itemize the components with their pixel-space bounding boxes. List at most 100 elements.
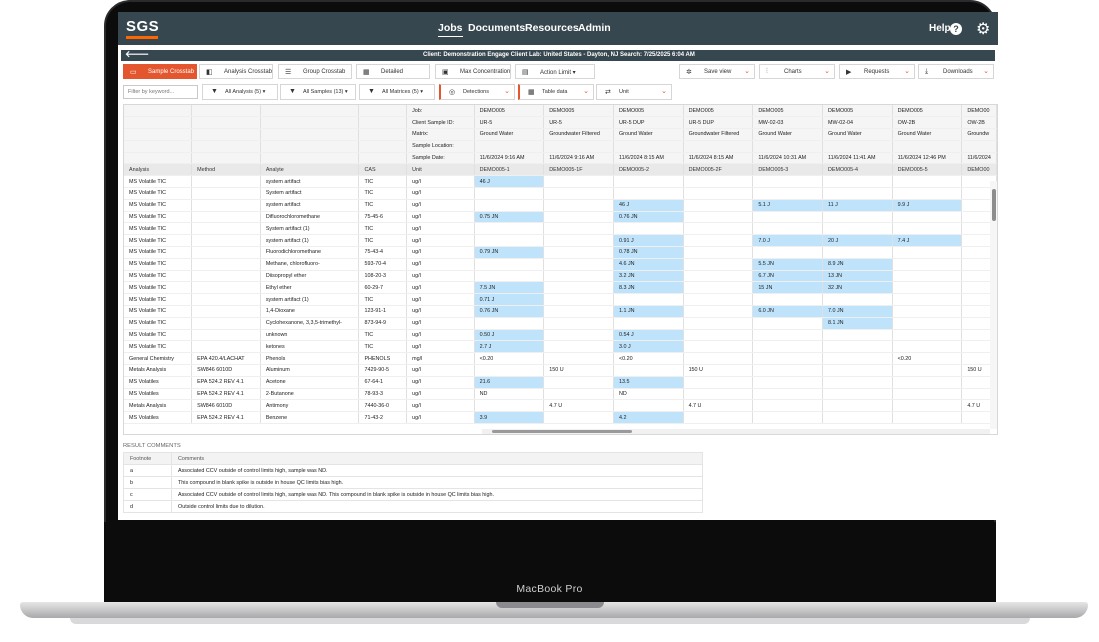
row-label-cell: System artifact (1): [260, 222, 360, 236]
empty-cell: [260, 128, 360, 141]
row-label-cell: ug/l: [406, 175, 475, 189]
result-cell: [892, 246, 963, 259]
tab-sample-crosstab[interactable]: ▭ Sample Crosstab: [123, 64, 197, 79]
result-cell: 0.54 J: [613, 329, 684, 342]
result-cell: [613, 364, 684, 377]
detections-select[interactable]: ◎ Detections ⌄: [439, 84, 515, 100]
tab-detailed[interactable]: ▦ Detailed: [356, 64, 430, 79]
sample-name-header[interactable]: DEMO005-1F: [543, 163, 614, 177]
sample-name-header[interactable]: DEMO005-2F: [683, 163, 754, 177]
sample-header-cell: [474, 140, 545, 153]
sample-header-cell: 11/6/2024: [961, 152, 997, 165]
logo-underline: [126, 36, 158, 39]
sample-name-header[interactable]: DEMO005-1: [474, 163, 545, 177]
unit-select[interactable]: ⇄ Unit ⌄: [596, 84, 672, 100]
header-label: Matrix:: [406, 128, 475, 141]
column-header[interactable]: CAS: [358, 163, 408, 177]
result-cell: [543, 388, 614, 401]
result-cell: [543, 270, 614, 283]
vertical-scrollbar[interactable]: [990, 181, 997, 429]
downloads-button[interactable]: ⤓ Downloads ⌄: [918, 64, 994, 79]
sample-header-cell: DEMO005: [683, 105, 754, 118]
result-cell: [683, 234, 754, 248]
result-cell: [822, 352, 893, 366]
chevron-down-icon: ⌄: [904, 68, 910, 75]
nav-jobs[interactable]: Jobs: [438, 22, 463, 37]
result-cell: [683, 329, 754, 342]
sample-header-cell: [961, 140, 997, 153]
sample-header-cell: [892, 140, 963, 153]
horizontal-scrollbar[interactable]: [482, 429, 990, 434]
chevron-down-icon: ⌄: [744, 68, 750, 75]
column-header[interactable]: Method: [191, 163, 261, 177]
row-label-cell: ketones: [260, 340, 360, 354]
laptop-notch: [496, 602, 604, 608]
row-label-cell: [191, 222, 261, 236]
sample-header-cell: 11/6/2024 10:31 AM: [752, 152, 823, 165]
back-arrow-icon[interactable]: 🡐: [125, 49, 150, 59]
result-cell: 4.7 U: [683, 399, 754, 413]
result-cell: [683, 317, 754, 330]
sample-header-cell: Ground Water: [474, 128, 545, 141]
sample-header-cell: DEMO005: [613, 105, 684, 118]
requests-button[interactable]: ▶ Requests ⌄: [839, 64, 915, 79]
result-cell: 13.5: [613, 376, 684, 389]
keyword-filter-input[interactable]: Filter by keyword...: [123, 85, 198, 99]
table-data-select[interactable]: ▦ Table data ⌄: [518, 84, 594, 100]
scroll-thumb[interactable]: [992, 189, 996, 221]
result-cell: [543, 187, 614, 200]
header-label: Sample Date:: [406, 152, 475, 165]
result-cell: [683, 246, 754, 259]
result-cell: [822, 175, 893, 189]
tab-max-concentration[interactable]: ▣ Max Concentration: [435, 64, 511, 79]
analysis-select[interactable]: ▼ All Analysis (5) ▾: [202, 84, 278, 100]
result-cell: 3.0 J: [613, 340, 684, 354]
save-view-button[interactable]: ✲ Save view ⌄: [679, 64, 755, 79]
result-cell: [683, 352, 754, 366]
empty-cell: [191, 116, 261, 130]
row-label-cell: MS Volatile TIC: [124, 281, 193, 295]
laptop-base: [20, 602, 1088, 618]
sample-name-header[interactable]: DEMO00: [961, 163, 997, 177]
result-cell: 15 JN: [752, 281, 823, 295]
device-label: MacBook Pro: [516, 583, 583, 595]
gear-icon[interactable]: ⚙: [976, 21, 991, 38]
sample-name-header[interactable]: DEMO005-4: [822, 163, 893, 177]
chevron-down-icon: ⌄: [583, 88, 589, 95]
tab-action-limit[interactable]: ▤ Action Limit ▾: [515, 64, 595, 79]
help-link[interactable]: Help: [929, 23, 951, 34]
tab-analysis-crosstab[interactable]: ◧ Analysis Crosstab: [199, 64, 273, 79]
empty-cell: [358, 128, 408, 141]
result-cell: [822, 411, 893, 425]
column-header[interactable]: Unit: [406, 163, 475, 177]
result-cell: [892, 270, 963, 283]
sample-name-header[interactable]: DEMO005-5: [892, 163, 963, 177]
result-cell: 150 U: [543, 364, 614, 377]
nav-documents[interactable]: Documents: [468, 22, 526, 34]
result-cell: 32 JN: [822, 281, 893, 295]
nav-resources[interactable]: Resources: [525, 22, 579, 34]
column-header[interactable]: Analysis: [124, 163, 193, 177]
charts-button[interactable]: ⫶ Charts ⌄: [759, 64, 835, 79]
help-icon[interactable]: ?: [950, 23, 962, 35]
table-row: MS Volatile TIC Difluorochloromethane 75-4…: [124, 211, 997, 224]
tab-group-crosstab[interactable]: ☰ Group Crosstab: [278, 64, 352, 79]
row-label-cell: ug/l: [406, 340, 475, 354]
table-row: MS Volatile TIC unknown TIC ug/l 0.50 J 0.54 …: [124, 329, 997, 342]
sample-name-header[interactable]: DEMO005-2: [613, 163, 684, 177]
row-label-cell: system artifact: [260, 199, 360, 212]
chevron-down-icon: ⌄: [661, 88, 667, 95]
swap-icon: ⇄: [605, 89, 611, 96]
result-cell: 0.78 JN: [613, 246, 684, 259]
sample-name-header[interactable]: DEMO005-3: [752, 163, 823, 177]
nav-admin[interactable]: Admin: [578, 22, 611, 34]
matrices-select[interactable]: ▼ All Matrices (5) ▾: [359, 84, 435, 100]
scroll-thumb[interactable]: [492, 430, 632, 433]
row-label-cell: ug/l: [406, 199, 475, 212]
result-cell: [892, 411, 963, 425]
sample-header-cell: Groundw: [961, 128, 997, 141]
column-header[interactable]: Analyte: [260, 163, 360, 177]
sample-header-cell: Groundwater Filtered: [543, 128, 614, 141]
samples-select[interactable]: ▼ All Samples (13) ▾: [280, 84, 356, 100]
